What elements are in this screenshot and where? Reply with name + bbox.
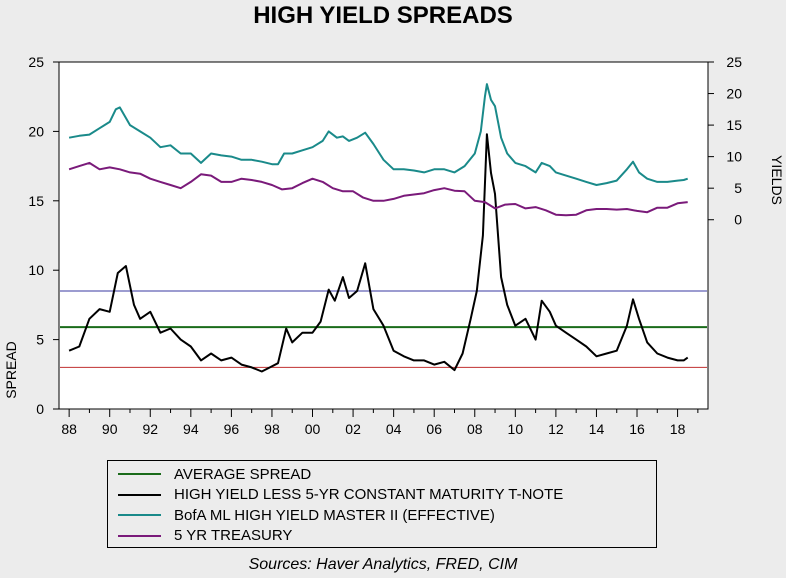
x-tick-label: 14 — [589, 421, 605, 437]
left-tick-label: 15 — [28, 193, 44, 209]
right-axis-ticks: 0 5 10 15 20 25 — [708, 54, 742, 228]
left-axis-label: SPREAD — [3, 341, 19, 399]
legend-label: 5 YR TREASURY — [174, 527, 293, 545]
legend-label: HIGH YIELD LESS 5-YR CONSTANT MATURITY T… — [174, 486, 564, 504]
legend-item-5yr-treasury: 5 YR TREASURY — [108, 526, 656, 547]
series-lines — [68, 83, 689, 373]
legend-item-bofa-high-yield: BofA ML HIGH YIELD MASTER II (EFFECTIVE) — [108, 505, 656, 526]
right-tick-label: 5 — [734, 180, 742, 196]
right-tick-label: 20 — [726, 86, 742, 102]
legend-swatch — [118, 534, 161, 537]
series-line-3 — [68, 161, 688, 217]
series-line-2 — [68, 83, 689, 186]
legend: AVERAGE SPREAD HIGH YIELD LESS 5-YR CONS… — [107, 460, 657, 548]
legend-swatch — [118, 493, 161, 496]
x-tick-label: 90 — [102, 421, 118, 437]
legend-item-average-spread: AVERAGE SPREAD — [108, 464, 656, 485]
x-tick-label: 10 — [508, 421, 524, 437]
legend-item-high-yield-less-treasury: HIGH YIELD LESS 5-YR CONSTANT MATURITY T… — [108, 485, 656, 506]
x-tick-label: 06 — [426, 421, 442, 437]
left-tick-label: 25 — [28, 54, 44, 70]
plot-area — [58, 61, 709, 410]
x-tick-label: 92 — [142, 421, 158, 437]
legend-swatch — [118, 514, 161, 517]
x-tick-label: 18 — [670, 421, 686, 437]
x-tick-label: 08 — [467, 421, 483, 437]
x-tick-label: 12 — [548, 421, 564, 437]
x-tick-label: 96 — [224, 421, 240, 437]
x-tick-label: 00 — [305, 421, 321, 437]
x-axis-ticks: 88 90 92 94 96 98 00 02 04 06 08 10 12 14 16 18 — [61, 409, 699, 437]
left-tick-label: 20 — [28, 123, 44, 139]
source-note: Sources: Haver Analytics, FRED, CIM — [248, 556, 518, 573]
right-tick-label: 0 — [734, 212, 742, 228]
legend-label: BofA ML HIGH YIELD MASTER II (EFFECTIVE) — [174, 506, 495, 524]
legend-swatch — [118, 473, 161, 476]
left-axis-ticks: 0 5 10 15 20 25 — [28, 54, 59, 417]
left-tick-label: 0 — [36, 401, 44, 417]
right-tick-label: 15 — [726, 117, 742, 133]
x-tick-label: 16 — [629, 421, 645, 437]
left-tick-label: 10 — [28, 262, 44, 278]
right-axis-label: YIELDS — [769, 155, 785, 205]
left-tick-label: 5 — [36, 332, 44, 348]
series-line-1 — [68, 133, 689, 373]
right-tick-label: 10 — [726, 149, 742, 165]
x-tick-label: 98 — [264, 421, 280, 437]
chart-title: HIGH YIELD SPREADS — [253, 2, 513, 29]
x-tick-label: 02 — [345, 421, 361, 437]
x-tick-label: 88 — [61, 421, 77, 437]
right-tick-label: 25 — [726, 54, 742, 70]
legend-label: AVERAGE SPREAD — [174, 465, 312, 483]
x-tick-label: 04 — [386, 421, 402, 437]
x-tick-label: 94 — [183, 421, 199, 437]
